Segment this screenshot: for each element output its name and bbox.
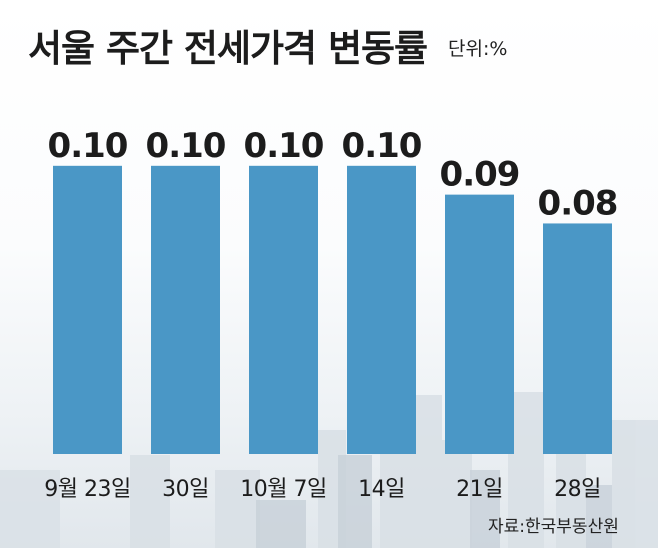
bar-2 [249,165,318,454]
bar-3 [347,165,416,454]
data-label-4: 0.09 [440,155,520,195]
bar-4 [445,194,514,454]
page-title: 서울 주간 전세가격 변동률 [28,27,428,70]
category-label-5: 28일 [554,477,601,502]
data-label-0: 0.10 [48,126,128,166]
category-label-1: 30일 [162,477,209,502]
category-label-3: 14일 [358,477,405,502]
unit-label: 단위:% [448,38,508,60]
data-label-5: 0.08 [538,183,618,223]
bar-5 [543,223,612,454]
bar-1 [151,165,220,454]
category-label-2: 10월 7일 [240,477,326,502]
data-label-1: 0.10 [146,126,226,166]
category-label-0: 9월 23일 [44,477,130,502]
data-label-3: 0.10 [342,126,422,166]
category-label-4: 21일 [456,477,503,502]
bar-0 [53,165,122,454]
source-label: 자료:한국부동산원 [488,517,619,537]
data-label-2: 0.10 [244,126,324,166]
